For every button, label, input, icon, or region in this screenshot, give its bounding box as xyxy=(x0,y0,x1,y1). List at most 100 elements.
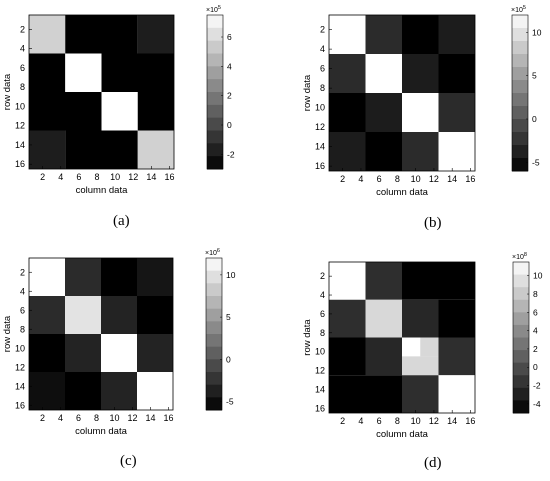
heatmap-block xyxy=(65,15,138,54)
x-tick-label: 8 xyxy=(395,416,400,426)
heatmap-block xyxy=(65,258,101,296)
heatmap-block xyxy=(329,132,366,171)
colorbar-step xyxy=(512,67,528,81)
colorbar-step xyxy=(512,93,528,107)
x-tick-label: 2 xyxy=(40,172,45,182)
colorbar-step xyxy=(207,130,223,144)
heatmap-block xyxy=(137,15,174,54)
colorbar-tick-label: 8 xyxy=(533,289,538,299)
x-tick-label: 16 xyxy=(465,416,475,426)
colorbar-step xyxy=(513,262,529,276)
colorbar-step xyxy=(512,106,528,120)
colorbar-tick-label: 5 xyxy=(226,312,231,322)
y-tick-label: 12 xyxy=(315,366,325,376)
colorbar-tick-label: 4 xyxy=(533,326,538,336)
heatmap-panel-0: 2 4 6 8 10 12 14 16 2 4 6 8 10 12 14 16 column data row d… xyxy=(2,5,235,196)
x-tick-label: 16 xyxy=(164,172,174,182)
colorbar-multiplier: ×108 xyxy=(512,252,527,261)
colorbar-step xyxy=(512,41,528,55)
heatmap-block xyxy=(29,130,66,169)
y-tick-label: 8 xyxy=(20,82,25,92)
colorbar-step xyxy=(206,384,222,398)
colorbar-multiplier: ×106 xyxy=(205,248,220,257)
x-tick-label: 8 xyxy=(94,413,99,423)
colorbar-step xyxy=(513,299,529,313)
colorbar-tick-label: -2 xyxy=(533,381,541,391)
colorbar-step xyxy=(206,296,222,310)
colorbar-frame xyxy=(511,14,529,172)
heatmap-block xyxy=(65,130,138,169)
heatmap-block xyxy=(329,93,366,132)
axes-frame xyxy=(28,14,175,170)
colorbar-step xyxy=(513,400,529,414)
heatmap-block xyxy=(29,334,65,372)
y-tick-label: 6 xyxy=(20,63,25,73)
heatmap-block xyxy=(402,375,439,413)
colorbar-step xyxy=(512,54,528,68)
heatmap-block xyxy=(137,334,173,372)
colorbar-tick-label: -4 xyxy=(533,399,541,409)
colorbar-step xyxy=(207,79,223,93)
heatmap-block xyxy=(137,258,173,296)
heatmap-panel-1: 2 4 6 8 10 12 14 16 2 4 6 8 10 12 14 16 column data row d… xyxy=(302,5,542,198)
y-tick-label: 14 xyxy=(15,140,25,150)
colorbar-step xyxy=(207,15,223,29)
colorbar-step xyxy=(206,346,222,360)
y-tick-label: 8 xyxy=(320,328,325,338)
panel-label-b: (b) xyxy=(424,215,442,231)
colorbar-tick-label: 10 xyxy=(226,270,236,280)
axes-frame xyxy=(328,14,476,172)
heatmap-block xyxy=(365,262,402,300)
x-tick-label: 14 xyxy=(146,172,156,182)
heatmap-panel-2: 2 4 6 8 10 12 14 16 2 4 6 8 10 12 14 16 column data row d… xyxy=(2,248,236,437)
heatmap-block xyxy=(137,296,173,334)
x-tick-label: 16 xyxy=(465,174,475,184)
colorbar-step xyxy=(512,145,528,159)
heatmap-block xyxy=(137,92,174,131)
x-tick-label: 6 xyxy=(76,172,81,182)
y-tick-label: 16 xyxy=(15,159,25,169)
x-axis-label: column data xyxy=(76,185,128,196)
y-tick-label: 10 xyxy=(15,101,25,111)
heatmap-block xyxy=(438,15,475,54)
heatmap-block xyxy=(365,15,402,54)
colorbar-tick-label: -5 xyxy=(226,397,234,407)
heatmap-block xyxy=(329,262,366,300)
colorbar-tick-label: 5 xyxy=(532,71,537,81)
heatmap-block xyxy=(438,93,475,132)
heatmap-block xyxy=(29,15,66,54)
colorbar-tick-label: 0 xyxy=(533,362,538,372)
x-tick-label: 6 xyxy=(377,416,382,426)
x-tick-label: 10 xyxy=(411,416,421,426)
colorbar-tick-label: 0 xyxy=(532,114,537,124)
colorbar-step xyxy=(512,132,528,146)
x-tick-label: 6 xyxy=(377,174,382,184)
heatmap-block xyxy=(329,299,366,338)
panel-label-c: (c) xyxy=(120,453,137,469)
x-tick-label: 12 xyxy=(127,413,137,423)
x-tick-label: 12 xyxy=(429,416,439,426)
heatmap-block xyxy=(402,337,421,357)
colorbar-step xyxy=(207,117,223,131)
colorbar-tick-label: 0 xyxy=(226,354,231,364)
x-tick-label: 4 xyxy=(58,172,63,182)
colorbar-multiplier: ×105 xyxy=(511,5,526,14)
x-tick-label: 2 xyxy=(340,416,345,426)
heatmap-block xyxy=(101,296,137,334)
colorbar-step xyxy=(207,27,223,42)
colorbar-step xyxy=(513,387,529,401)
colorbar-step xyxy=(512,15,528,29)
x-axis-label: column data xyxy=(376,187,428,198)
heatmap-block xyxy=(65,372,101,410)
colorbar-step xyxy=(513,274,529,288)
heatmap-block xyxy=(402,299,439,338)
heatmap-block xyxy=(29,258,65,296)
colorbar-frame xyxy=(512,261,530,414)
heatmap-block xyxy=(402,356,439,376)
x-tick-label: 10 xyxy=(110,172,120,182)
heatmap-block xyxy=(29,53,66,92)
x-axis-label: column data xyxy=(376,429,428,440)
x-tick-label: 14 xyxy=(447,174,457,184)
x-tick-label: 12 xyxy=(429,174,439,184)
